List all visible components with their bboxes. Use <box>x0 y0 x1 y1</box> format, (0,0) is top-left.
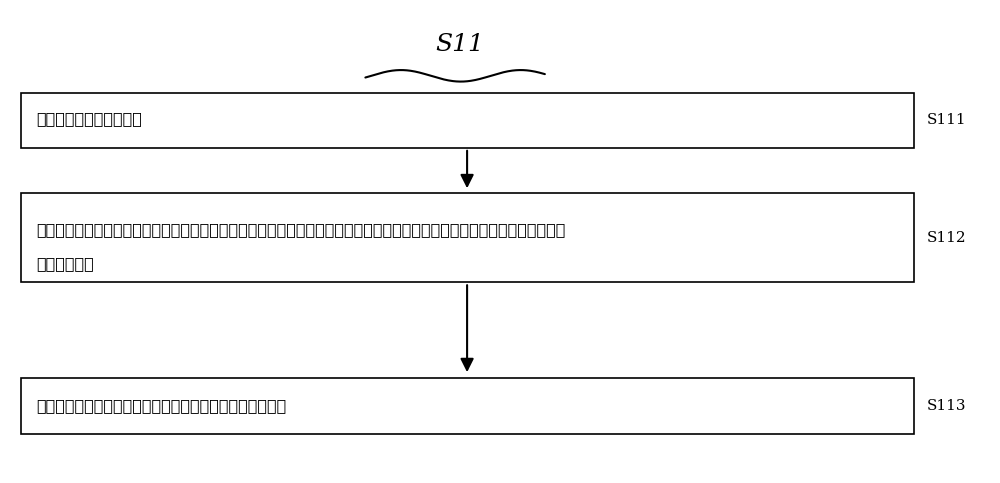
FancyBboxPatch shape <box>21 194 914 283</box>
Text: S112: S112 <box>927 231 966 245</box>
Text: 将叶轮主轴置于兑料罐中央，调整叶轮高度与转速进行搅拌: 将叶轮主轴置于兑料罐中央，调整叶轮高度与转速进行搅拌 <box>36 398 287 413</box>
Text: S111: S111 <box>927 114 966 128</box>
Text: S113: S113 <box>927 399 966 413</box>
Text: S11: S11 <box>436 33 485 56</box>
Text: 将水性醇酸树脂、助剂、消泡剂的流体原料及水以管道形式输送到兑料罐中，将抗闪锈剂金红石型钛白粉、硫酸钡以运输方式: 将水性醇酸树脂、助剂、消泡剂的流体原料及水以管道形式输送到兑料罐中，将抗闪锈剂金… <box>36 222 566 237</box>
Text: 确保兑料罐干净，无粉料: 确保兑料罐干净，无粉料 <box>36 112 142 127</box>
FancyBboxPatch shape <box>21 93 914 148</box>
FancyBboxPatch shape <box>21 378 914 434</box>
Text: 加入兑料罐中: 加入兑料罐中 <box>36 256 94 270</box>
